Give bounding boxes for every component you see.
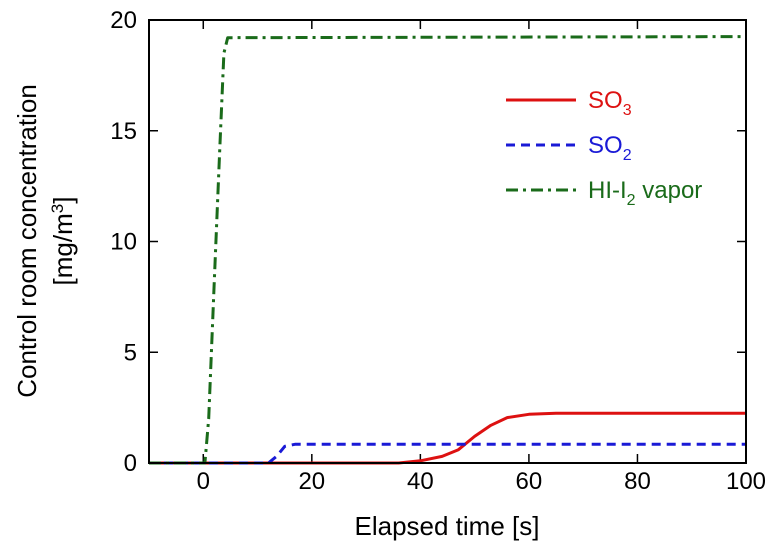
legend-label-after: vapor: [636, 177, 703, 204]
x-tick-label: 0: [197, 468, 210, 495]
legend-label-0: SO3: [588, 87, 632, 119]
legend-label-1: SO2: [588, 132, 632, 164]
legend-label-base: SO: [588, 87, 623, 114]
y-tick-label: 5: [124, 339, 137, 366]
tick-labels: 0 20 40 60 80 100 0 5 10 15 20: [110, 7, 766, 495]
y-axis-unit-end: ]: [48, 197, 78, 204]
y-tick-label: 20: [110, 7, 137, 34]
legend-label-base: SO: [588, 132, 623, 159]
y-tick-label: 10: [110, 229, 137, 256]
series-line-2: [149, 35, 747, 465]
legend-label-base: HI-I: [588, 177, 627, 204]
series-line-1: [149, 442, 746, 465]
x-axis-title: Elapsed time [s]: [355, 511, 540, 541]
series-line-0: [149, 411, 746, 465]
x-tick-label: 40: [407, 468, 434, 495]
y-axis-title-line1: Control room concentration: [12, 84, 42, 398]
x-tick-label: 60: [516, 468, 543, 495]
series-lines: [149, 35, 747, 465]
y-axis-unit-sup: 3: [48, 204, 67, 213]
x-tick-label: 100: [726, 468, 766, 495]
x-tick-label: 20: [298, 468, 325, 495]
y-tick-label: 0: [124, 450, 137, 477]
axes-ticks: [149, 19, 747, 464]
plot-frame: [148, 19, 747, 464]
y-axis-title-line2: [mg/m3]: [48, 197, 79, 286]
legend-label-2: HI-I2 vapor: [588, 177, 702, 209]
x-tick-label: 80: [624, 468, 651, 495]
legend-label-sub: 2: [623, 147, 632, 164]
y-axis-unit-base: [mg/m: [48, 213, 78, 285]
legend-label-sub: 3: [623, 102, 632, 119]
legend-label-sub: 2: [627, 192, 636, 209]
y-tick-label: 15: [110, 118, 137, 145]
